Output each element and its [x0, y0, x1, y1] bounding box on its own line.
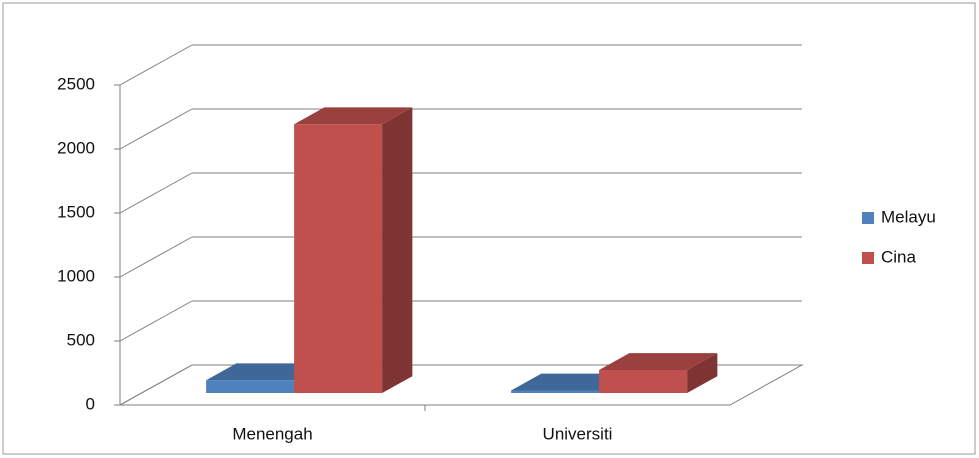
grid-line	[119, 236, 193, 278]
grid-line	[119, 44, 193, 86]
bar-side	[687, 353, 718, 393]
y-tick-label: 2000	[57, 138, 95, 157]
legend-label: Melayu	[881, 207, 936, 226]
grid-line	[119, 300, 193, 342]
bar	[599, 369, 688, 393]
legend-swatch	[862, 252, 874, 264]
bar-top	[294, 107, 413, 125]
y-tick-label: 2500	[57, 74, 95, 93]
grid-line	[119, 364, 193, 406]
bar	[206, 380, 295, 393]
legend-label: Cina	[881, 247, 917, 266]
grid-line	[119, 172, 193, 214]
y-tick-label: 1000	[57, 266, 95, 285]
bar-side	[382, 107, 413, 394]
y-tick-label: 1500	[57, 202, 95, 221]
legend-swatch	[862, 212, 874, 224]
y-tick-label: 0	[86, 394, 95, 413]
y-tick-label: 500	[67, 330, 95, 349]
x-tick-label: Menengah	[232, 424, 312, 443]
x-tick-label: Universiti	[543, 424, 613, 443]
bar-top	[599, 353, 718, 370]
bar	[511, 390, 600, 393]
bar	[294, 124, 383, 393]
grid-line	[119, 108, 193, 150]
